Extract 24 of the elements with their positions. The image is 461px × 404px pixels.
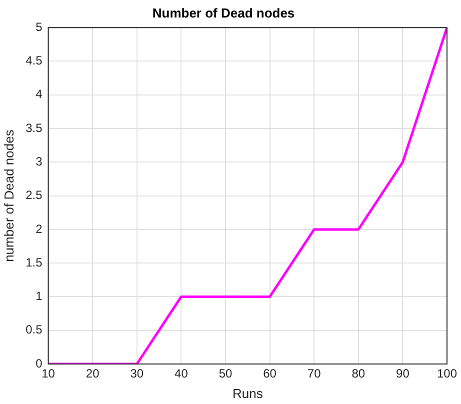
x-tick-label: 70 <box>307 366 322 381</box>
x-tick-label: 20 <box>86 366 100 381</box>
x-tick-label: 40 <box>174 366 188 381</box>
x-tick-label: 100 <box>436 366 458 381</box>
y-tick-label: 1.5 <box>26 255 43 270</box>
y-tick-label: 4.5 <box>26 54 43 68</box>
x-tick-label: 30 <box>130 366 144 381</box>
y-tick-label: 5 <box>36 20 43 34</box>
y-tick-label: 2 <box>36 222 43 236</box>
x-tick-label: 10 <box>42 366 56 381</box>
y-tick-label: 3.5 <box>26 120 43 135</box>
y-tick-label: 0 <box>36 356 43 370</box>
y-tick-label: 3 <box>36 154 43 168</box>
x-tick-label: 50 <box>218 366 232 381</box>
y-tick-label: 4 <box>36 87 43 102</box>
y-tick-label: 1 <box>36 289 43 304</box>
x-tick-label: 60 <box>263 366 277 381</box>
y-axis-title: number of Dead nodes <box>1 129 16 262</box>
x-axis-title: Runs <box>232 386 264 401</box>
y-tick-label: 2.5 <box>26 188 43 202</box>
y-tick-label: 0.5 <box>26 322 43 337</box>
x-tick-label: 80 <box>352 366 366 381</box>
chart-title: Number of Dead nodes <box>152 5 295 20</box>
x-tick-label: 90 <box>396 366 410 381</box>
